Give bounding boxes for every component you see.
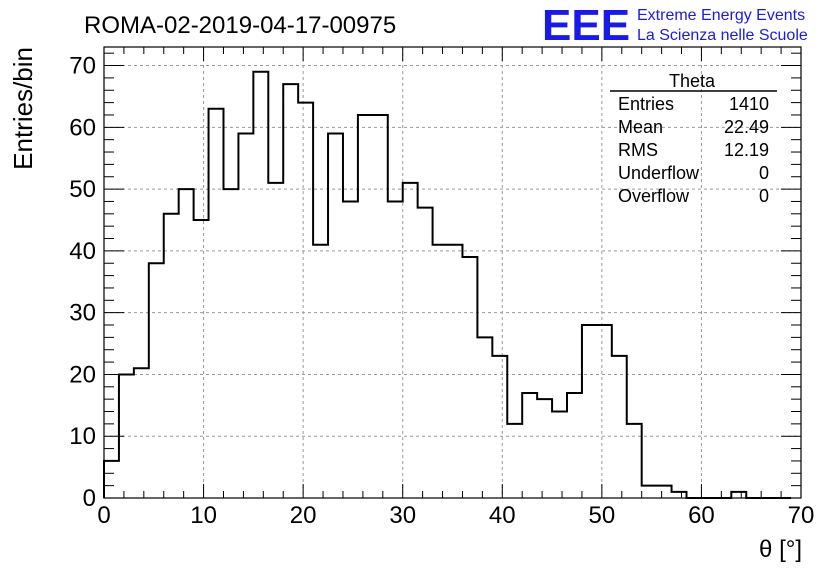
histogram-bin [612,356,627,498]
eee-logo: EEE Extreme Energy Events La Scienza nel… [542,1,808,50]
stats-label: Mean [618,117,663,137]
x-tick-labels: 0 10 20 30 40 50 60 70 [97,502,814,529]
x-tick-label: 10 [190,502,217,529]
stats-value: 0 [759,186,769,206]
histogram-bin [507,424,522,498]
histogram-bin [597,325,612,498]
y-tick-label: 0 [83,485,96,512]
histogram-bin [462,257,477,498]
histogram-bin [194,220,209,498]
histogram-bin [403,183,418,498]
histogram-bin [522,393,537,498]
logo-letters: EEE [542,1,630,50]
histogram-bin [238,133,253,498]
stats-value: 1410 [729,94,769,114]
x-tick-label: 20 [290,502,317,529]
histogram-bin [388,201,403,498]
histogram-bin [477,337,492,498]
stats-label: Overflow [618,186,690,206]
histogram-bin [627,424,642,498]
stats-label: Entries [618,94,674,114]
chart-title: ROMA-02-2019-04-17-00975 [84,12,396,39]
logo-line1: Extreme Energy Events [637,7,805,24]
histogram-bin [179,189,194,498]
histogram-bin [298,103,313,498]
histogram-bin [657,486,672,498]
axis-ticks [103,47,802,499]
histogram-bin [313,245,328,498]
histogram-bin [642,486,657,498]
histogram-bin [552,412,567,498]
stats-value: 22.49 [724,117,769,137]
grid-lines [104,47,801,498]
stats-label: RMS [618,140,658,160]
stats-title: Theta [669,71,716,91]
stats-box: Theta Entries 1410 Mean 22.49 RMS 12.19 Underf… [610,71,777,206]
histogram-bin [582,325,597,498]
x-tick-label: 30 [389,502,416,529]
stats-value: 0 [759,163,769,183]
y-tick-label: 10 [69,423,96,450]
histogram-bin [253,72,268,498]
plot-frame [103,46,802,499]
y-tick-label: 40 [69,238,96,265]
y-tick-label: 70 [69,53,96,80]
histogram-outline [103,70,792,499]
stats-value: 12.19 [724,140,769,160]
x-tick-label: 50 [589,502,616,529]
histogram-bin [448,245,463,498]
x-tick-label: 0 [97,502,110,529]
histogram-bin [223,189,238,498]
histogram-bin [268,183,283,498]
histogram-bin [567,393,582,498]
y-tick-label: 50 [69,176,96,203]
logo-line2: La Scienza nelle Scuole [637,27,808,44]
x-tick-label: 40 [489,502,516,529]
histogram-bin [537,399,552,498]
x-tick-label: 60 [688,502,715,529]
stats-label: Underflow [618,163,700,183]
histogram-bin [492,356,507,498]
histogram-bin [104,461,119,498]
histogram-bin [358,115,373,498]
x-tick-label: 70 [788,502,815,529]
histogram-bin [164,214,179,498]
histogram-bin [149,263,164,498]
histogram-bin [209,109,224,498]
histogram-bin [343,201,358,498]
y-tick-label: 30 [69,300,96,327]
histogram-bin [433,245,448,498]
histogram-bin [328,133,343,498]
y-axis-label: Entries/bin [8,47,38,170]
y-tick-label: 60 [69,114,96,141]
histogram-bin [373,115,388,498]
x-axis-label: θ [°] [759,536,802,563]
y-tick-labels: 0 10 20 30 40 50 60 70 [69,53,96,512]
y-tick-label: 20 [69,361,96,388]
histogram-bin [134,368,149,498]
